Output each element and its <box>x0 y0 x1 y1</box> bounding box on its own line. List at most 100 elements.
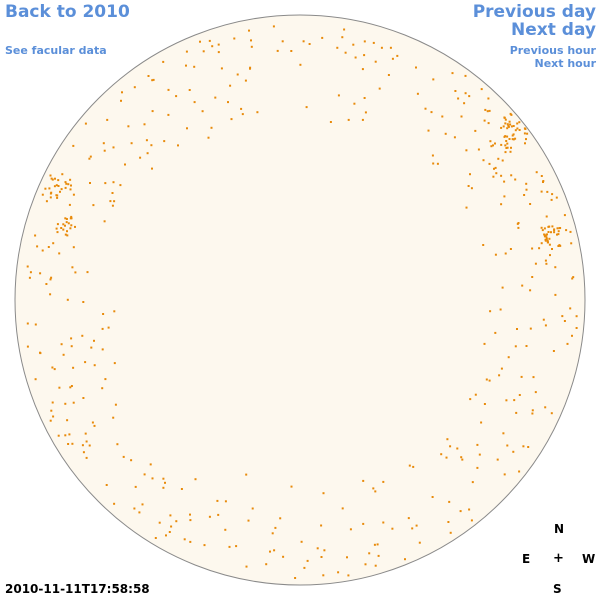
facula-speck <box>561 315 564 318</box>
next-hour-link[interactable]: Next hour <box>534 57 597 70</box>
facula-speck <box>501 159 504 162</box>
solar-disk <box>14 14 586 586</box>
facula-speck <box>26 265 29 268</box>
facula-speck <box>72 366 75 369</box>
facula-speck <box>460 115 463 118</box>
previous-day-link[interactable]: Previous day <box>472 2 596 22</box>
previous-hour-link[interactable]: Previous hour <box>509 44 596 57</box>
facula-speck <box>485 378 488 381</box>
facula-speck <box>449 445 452 448</box>
facula-speck <box>550 231 552 234</box>
facula-speck <box>415 66 417 69</box>
next-day-link[interactable]: Next day <box>511 20 596 40</box>
facula-speck <box>107 326 110 329</box>
facula-speck <box>245 565 248 568</box>
facula-speck <box>274 526 277 529</box>
facula-speck <box>480 88 483 91</box>
facula-speck <box>534 262 537 265</box>
facula-speck <box>349 528 352 531</box>
facula-speck <box>543 233 546 236</box>
facula-speck <box>93 364 96 367</box>
facula-speck <box>167 113 170 116</box>
facula-speck <box>545 238 548 240</box>
facula-speck <box>152 78 155 81</box>
facula-speck <box>70 224 73 227</box>
facula-speck <box>151 79 154 82</box>
facula-speck <box>68 203 71 206</box>
facula-speck <box>247 519 250 522</box>
facula-speck <box>337 94 340 97</box>
facula-speck <box>547 241 549 244</box>
facula-speck <box>378 87 381 90</box>
facula-speck <box>502 432 505 435</box>
facula-speck <box>556 227 559 230</box>
facula-speck <box>430 111 433 114</box>
facula-speck <box>58 252 61 255</box>
facula-speck <box>504 118 507 121</box>
facula-speck <box>509 123 512 126</box>
facula-speck <box>464 92 467 95</box>
facula-speck <box>518 129 521 131</box>
facula-speck <box>56 223 59 226</box>
facula-speck <box>183 538 186 541</box>
facula-speck <box>82 397 85 399</box>
facula-speck <box>224 528 227 531</box>
facula-speck <box>210 126 213 129</box>
see-facular-data-link[interactable]: See facular data <box>5 44 107 57</box>
back-to-year-link[interactable]: Back to 2010 <box>5 2 130 22</box>
facula-speck <box>41 249 44 252</box>
facula-speck <box>518 470 521 473</box>
facula-speck <box>47 246 50 248</box>
facula-speck <box>64 181 67 184</box>
facula-speck <box>483 119 486 122</box>
facula-speck <box>207 136 210 139</box>
facula-speck <box>543 227 546 230</box>
facula-speck <box>62 223 65 226</box>
facula-speck <box>112 181 115 184</box>
facula-speck <box>525 138 527 141</box>
facula-speck <box>504 122 507 125</box>
facula-speck <box>548 243 551 246</box>
facula-speck <box>169 514 172 517</box>
facula-speck <box>28 276 31 279</box>
facula-speck <box>194 478 197 481</box>
facula-speck <box>103 149 106 152</box>
facula-speck <box>74 271 77 274</box>
facula-speck <box>503 180 506 183</box>
facula-speck <box>497 157 500 160</box>
facula-speck <box>71 442 74 445</box>
facula-speck <box>554 266 557 269</box>
facula-speck <box>557 233 560 236</box>
facula-speck <box>53 185 56 188</box>
facula-speck <box>488 379 491 382</box>
facula-speck <box>510 113 513 116</box>
facula-speck <box>163 140 166 143</box>
facula-speck <box>531 276 534 278</box>
facula-speck <box>506 142 509 145</box>
facula-speck <box>120 99 122 102</box>
facula-speck <box>185 50 188 53</box>
facula-speck <box>269 550 271 553</box>
facula-speck <box>229 84 232 87</box>
facula-speck <box>547 231 550 233</box>
facula-speck <box>464 74 467 77</box>
facula-speck <box>484 108 487 111</box>
facula-speck <box>517 222 520 224</box>
facula-speck <box>114 403 117 406</box>
facula-speck <box>70 215 73 218</box>
facula-speck <box>363 40 366 43</box>
facula-speck <box>105 484 108 486</box>
facula-speck <box>211 45 214 48</box>
facula-speck <box>34 234 37 237</box>
facula-speck <box>150 144 153 147</box>
facula-speck <box>374 564 377 567</box>
observation-timestamp: 2010-11-11T17:58:58 <box>5 582 150 596</box>
facula-speck <box>500 203 503 206</box>
facula-speck <box>494 166 497 169</box>
facula-speck <box>507 356 510 359</box>
facula-speck <box>504 252 507 255</box>
facula-speck <box>416 92 419 95</box>
facula-speck <box>64 233 67 236</box>
facula-speck <box>538 247 541 250</box>
facula-speck <box>363 97 366 99</box>
